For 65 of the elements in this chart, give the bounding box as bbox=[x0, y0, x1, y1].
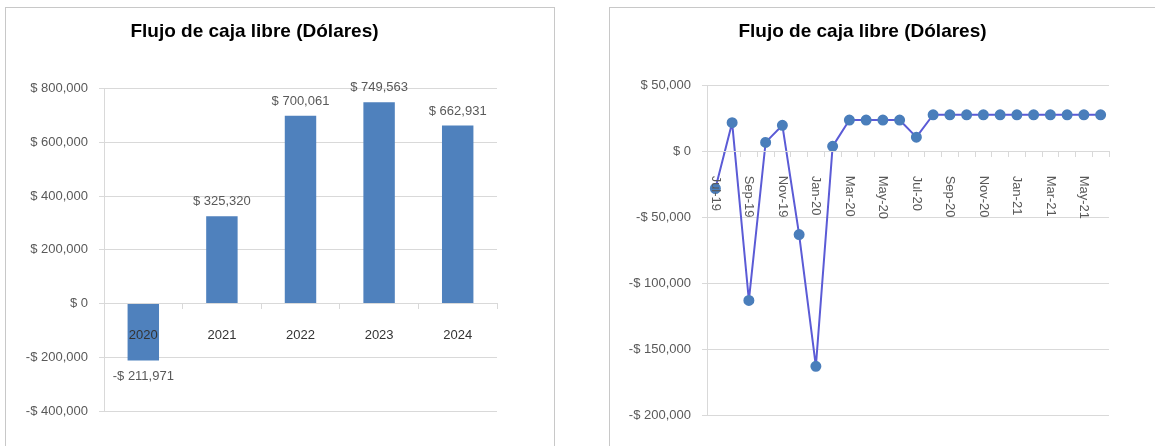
chart-title: Flujo de caja libre (Dólares) bbox=[738, 19, 987, 41]
y-tick-label: $ 800,000 bbox=[30, 80, 88, 96]
point bbox=[877, 114, 889, 126]
y-tick-label: $ 400,000 bbox=[30, 187, 88, 203]
data-label: $ 749,563 bbox=[350, 79, 409, 95]
y-tick-label: $ 50,000 bbox=[640, 77, 691, 93]
point bbox=[1061, 109, 1073, 121]
data-label: -$ 211,971 bbox=[112, 367, 174, 383]
point bbox=[743, 294, 755, 306]
x-tick-label: 2021 bbox=[207, 326, 237, 342]
y-tick-label: -$ 200,000 bbox=[25, 348, 88, 364]
point bbox=[776, 119, 788, 131]
bar bbox=[127, 304, 160, 361]
point bbox=[994, 109, 1006, 121]
x-tick-label: 2024 bbox=[443, 326, 473, 342]
x-tick-label: 2022 bbox=[286, 326, 315, 342]
x-tick-label: Jan-20 bbox=[809, 175, 825, 216]
y-tick-label: -$ 50,000 bbox=[636, 209, 691, 225]
point bbox=[726, 117, 738, 129]
x-tick-label: Mar-21 bbox=[1043, 175, 1059, 217]
x-tick-label: May-21 bbox=[1077, 175, 1093, 219]
x-tick-label: Jul-20 bbox=[909, 175, 925, 212]
point bbox=[1011, 109, 1023, 121]
x-tick-label: 2020 bbox=[128, 326, 158, 342]
data-label: $ 325,320 bbox=[192, 193, 251, 209]
x-tick-label: Nov-20 bbox=[976, 175, 992, 218]
x-tick-label: Jul-19 bbox=[708, 175, 724, 212]
bar bbox=[284, 115, 317, 304]
point bbox=[1028, 109, 1040, 121]
point bbox=[944, 109, 956, 121]
y-tick-label: -$ 400,000 bbox=[25, 402, 88, 418]
point bbox=[843, 114, 855, 126]
point bbox=[860, 114, 872, 126]
point bbox=[977, 109, 989, 121]
bar bbox=[363, 102, 395, 304]
point bbox=[894, 114, 906, 126]
bar bbox=[206, 216, 238, 304]
x-tick-label: Nov-19 bbox=[775, 175, 791, 218]
x-tick-label: Sep-19 bbox=[742, 175, 758, 218]
point bbox=[910, 131, 922, 143]
x-tick-label: Mar-20 bbox=[842, 175, 858, 217]
y-tick-label: -$ 150,000 bbox=[628, 340, 691, 356]
point bbox=[827, 140, 839, 152]
data-label: $ 700,061 bbox=[271, 92, 330, 108]
x-tick-label: Sep-20 bbox=[943, 175, 959, 218]
data-label: $ 662,931 bbox=[428, 102, 487, 118]
x-tick-label: Jan-21 bbox=[1010, 175, 1026, 216]
x-tick-label: May-20 bbox=[876, 175, 892, 219]
point bbox=[1078, 109, 1090, 121]
y-tick-label: $ 0 bbox=[69, 295, 88, 311]
point bbox=[1044, 109, 1056, 121]
chart-title: Flujo de caja libre (Dólares) bbox=[130, 19, 379, 41]
y-tick-label: $ 200,000 bbox=[30, 241, 88, 257]
y-tick-label: $ 0 bbox=[672, 143, 691, 159]
point bbox=[760, 136, 772, 148]
point bbox=[961, 109, 973, 121]
point bbox=[793, 229, 805, 241]
point bbox=[927, 109, 939, 121]
point bbox=[810, 360, 822, 372]
x-tick-label: 2023 bbox=[364, 326, 394, 342]
y-tick-label: -$ 100,000 bbox=[628, 274, 691, 290]
y-tick-label: $ 600,000 bbox=[30, 134, 88, 150]
y-tick-label: -$ 200,000 bbox=[628, 406, 691, 422]
point bbox=[1095, 109, 1107, 121]
bar bbox=[441, 125, 474, 304]
